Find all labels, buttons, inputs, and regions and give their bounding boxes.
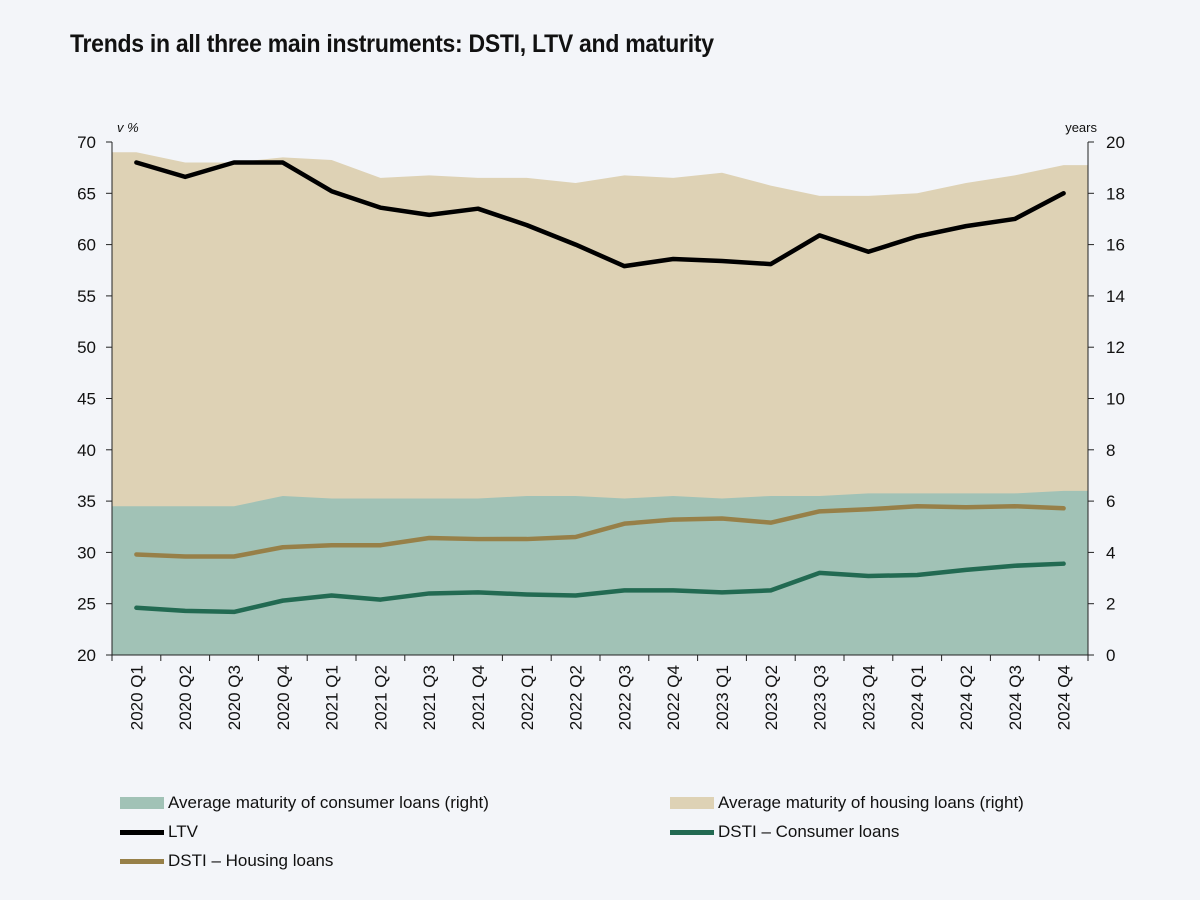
- legend-item-housing-maturity: Average maturity of housing loans (right…: [670, 793, 1024, 813]
- right-tick-label: 16: [1106, 236, 1125, 255]
- legend-label-ltv: LTV: [168, 822, 198, 841]
- x-tick-label: 2023 Q2: [762, 665, 781, 730]
- x-tick-label: 2021 Q2: [371, 665, 390, 730]
- x-tick-label: 2020 Q2: [176, 665, 195, 730]
- right-tick-label: 6: [1106, 492, 1115, 511]
- right-tick-label: 2: [1106, 595, 1115, 614]
- x-tick-label: 2024 Q3: [1006, 665, 1025, 730]
- right-axis-unit: years: [1065, 120, 1097, 135]
- legend-item-dsti-housing: DSTI – Housing loans: [120, 851, 333, 871]
- legend-item-dsti-consumer: DSTI – Consumer loans: [670, 822, 899, 842]
- left-tick-label: 20: [77, 646, 96, 665]
- left-tick-label: 45: [77, 390, 96, 409]
- x-tick-label: 2020 Q4: [274, 665, 293, 730]
- left-tick-label: 60: [77, 236, 96, 255]
- line-dsti-consumer: [134, 561, 1066, 615]
- legend-item-consumer-maturity: Average maturity of consumer loans (righ…: [120, 793, 489, 813]
- left-tick-label: 65: [77, 184, 96, 203]
- left-tick-label: 70: [77, 133, 96, 152]
- area-consumer-maturity: [112, 490, 1088, 655]
- left-tick-label: 55: [77, 287, 96, 306]
- x-tick-label: 2022 Q4: [664, 665, 683, 730]
- left-tick-label: 25: [77, 595, 96, 614]
- legend-swatch-consumer-maturity: [120, 797, 164, 809]
- legend-swatch-dsti-consumer: [670, 829, 714, 835]
- legend-swatch-ltv: [120, 829, 164, 835]
- line-ltv: [134, 160, 1066, 269]
- x-tick-label: 2024 Q4: [1055, 665, 1074, 730]
- right-tick-label: 14: [1106, 287, 1125, 306]
- right-tick-label: 18: [1106, 184, 1125, 203]
- x-tick-label: 2022 Q3: [615, 665, 634, 730]
- legend-label-dsti-consumer: DSTI – Consumer loans: [718, 822, 900, 841]
- x-tick-label: 2023 Q1: [713, 665, 732, 730]
- right-tick-label: 0: [1106, 646, 1115, 665]
- legend-label-dsti-housing: DSTI – Housing loans: [168, 851, 334, 870]
- chart-title: Trends in all three main instruments: DS…: [70, 30, 714, 58]
- right-tick-label: 4: [1106, 543, 1115, 562]
- x-tick-label: 2022 Q1: [518, 665, 537, 730]
- right-tick-label: 10: [1106, 390, 1125, 409]
- right-tick-label: 8: [1106, 441, 1115, 460]
- left-tick-label: 40: [77, 441, 96, 460]
- left-axis-unit: v %: [117, 120, 139, 135]
- x-tick-label: 2024 Q1: [908, 665, 927, 730]
- x-tick-label: 2023 Q4: [859, 665, 878, 730]
- left-tick-label: 30: [77, 543, 96, 562]
- x-tick-label: 2023 Q3: [811, 665, 830, 730]
- legend-label-consumer-maturity: Average maturity of consumer loans (righ…: [168, 793, 489, 812]
- x-tick-label: 2021 Q1: [323, 665, 342, 730]
- x-tick-label: 2020 Q3: [225, 665, 244, 730]
- legend-label-housing-maturity: Average maturity of housing loans (right…: [718, 793, 1024, 812]
- right-tick-label: 20: [1106, 133, 1125, 152]
- legend-swatch-dsti-housing: [120, 858, 164, 864]
- legend-item-ltv: LTV: [120, 822, 198, 842]
- legend-swatch-housing-maturity: [670, 797, 714, 809]
- left-tick-label: 35: [77, 492, 96, 511]
- line-dsti-housing: [134, 503, 1066, 559]
- left-tick-label: 50: [77, 338, 96, 357]
- x-tick-label: 2021 Q4: [469, 665, 488, 730]
- x-tick-label: 2020 Q1: [127, 665, 146, 730]
- x-tick-label: 2022 Q2: [567, 665, 586, 730]
- x-tick-label: 2024 Q2: [957, 665, 976, 730]
- x-tick-label: 2021 Q3: [420, 665, 439, 730]
- right-tick-label: 12: [1106, 338, 1125, 357]
